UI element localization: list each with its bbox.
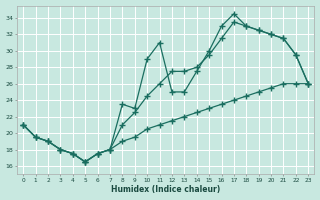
X-axis label: Humidex (Indice chaleur): Humidex (Indice chaleur) [111,185,220,194]
